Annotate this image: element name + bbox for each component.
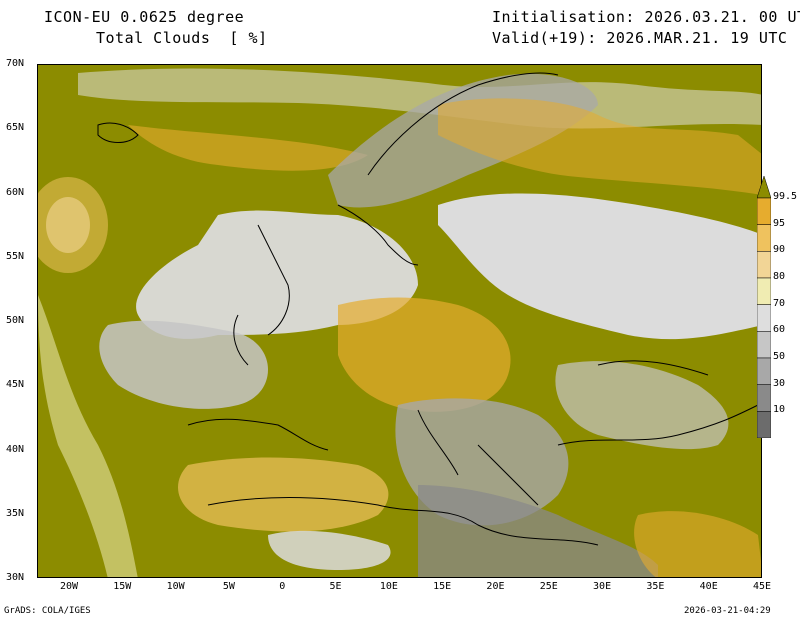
longitude-label: 15W: [113, 581, 132, 592]
colorbar-segment: [757, 411, 771, 438]
model-title: ICON-EU 0.0625 degree: [44, 8, 245, 26]
cloud-north-africa: [178, 457, 389, 532]
colorbar-label: 10: [773, 404, 786, 416]
longitude-label: 35E: [646, 581, 665, 592]
cloud-biscay: [99, 320, 268, 409]
cloud-finland: [438, 98, 761, 195]
colorbar-segment: [757, 251, 771, 279]
cloud-black-sea: [555, 361, 729, 450]
init-time: Initialisation: 2026.03.21. 00 UTC: [492, 8, 800, 26]
colorbar-label: 90: [773, 244, 786, 256]
longitude-label: 25E: [539, 581, 558, 592]
field-title: Total Clouds [ %]: [96, 29, 268, 47]
colorbar-segment: [757, 357, 771, 385]
latitude-label: 60N: [6, 186, 25, 198]
colorbar-segment: [757, 224, 771, 252]
longitude-label: 10W: [166, 581, 185, 592]
colorbar-top-arrow: [757, 176, 771, 199]
longitude-label: 0: [279, 581, 286, 592]
latitude-label: 50N: [6, 315, 25, 326]
cloud-atlantic-band: [38, 295, 138, 577]
longitude-label: 30E: [593, 581, 612, 592]
colorbar-label: 70: [773, 297, 786, 309]
latitude-label: 65N: [6, 122, 25, 134]
cloud-patch-atlantic-north: [128, 125, 368, 171]
cloud-levant: [634, 511, 761, 577]
latitude-label: 35N: [6, 507, 25, 519]
latitude-label: 40N: [6, 443, 25, 455]
latitude-label: 30N: [6, 572, 25, 583]
latitude-label: 70N: [6, 58, 25, 69]
latitude-label: 55N: [6, 250, 25, 262]
colorbar-segment: [757, 304, 771, 332]
colorbar-segment: [757, 197, 771, 225]
longitude-label: 20E: [486, 581, 505, 592]
cloud-sahara: [268, 530, 391, 570]
colorbar-label: 30: [773, 377, 786, 389]
cloud-map: [37, 64, 762, 578]
cloud-libya: [418, 485, 658, 577]
colorbar-segment: [757, 384, 771, 412]
colorbar: [757, 176, 771, 438]
colorbar-label: 99.5: [773, 191, 798, 202]
coastlines: [97, 72, 759, 546]
colorbar-label: 50: [773, 351, 786, 362]
colorbar-label: 80: [773, 271, 786, 282]
valid-time: Valid(+19): 2026.MAR.21. 19 UTC: [492, 29, 788, 47]
longitude-label: 15E: [433, 581, 452, 592]
longitude-label: 20W: [59, 581, 79, 592]
colorbar-segment: [757, 331, 771, 359]
footer-credit: GrADS: COLA/IGES: [4, 606, 91, 616]
cloud-russia-plain: [438, 193, 761, 340]
colorbar-label: 95: [773, 217, 786, 229]
latitude-label: 45N: [6, 379, 25, 391]
longitude-label: 10E: [379, 581, 398, 592]
longitude-label: 40E: [699, 581, 718, 592]
longitude-label: 5W: [222, 581, 235, 592]
footer-timestamp: 2026-03-21-04:29: [684, 606, 771, 616]
longitude-label: 5E: [329, 581, 342, 592]
colorbar-label: 60: [773, 324, 786, 336]
colorbar-segment: [757, 277, 771, 305]
longitude-label: 45E: [752, 581, 772, 592]
cloud-map-svg: [38, 65, 761, 577]
atlantic-swirl-core: [46, 197, 90, 253]
cloud-alps: [338, 297, 511, 412]
